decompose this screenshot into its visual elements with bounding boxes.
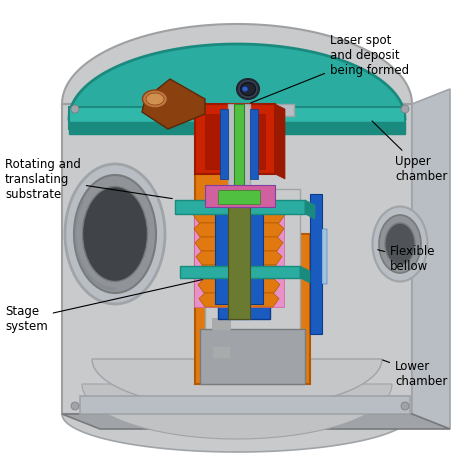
Bar bbox=[80, 396, 410, 414]
Ellipse shape bbox=[146, 93, 164, 105]
Ellipse shape bbox=[373, 207, 428, 282]
Bar bbox=[180, 104, 294, 116]
Bar bbox=[245, 214, 263, 304]
Polygon shape bbox=[275, 104, 285, 179]
Ellipse shape bbox=[401, 105, 409, 113]
Ellipse shape bbox=[82, 186, 147, 282]
Ellipse shape bbox=[240, 82, 255, 95]
Polygon shape bbox=[195, 174, 310, 384]
Bar bbox=[228, 104, 250, 204]
Ellipse shape bbox=[379, 215, 421, 273]
Bar bbox=[205, 185, 275, 207]
Polygon shape bbox=[199, 293, 279, 307]
Text: Flexible
bellow: Flexible bellow bbox=[378, 245, 436, 273]
Bar bbox=[250, 109, 258, 179]
Bar bbox=[212, 290, 230, 302]
Polygon shape bbox=[193, 209, 285, 223]
Bar bbox=[212, 318, 230, 330]
Ellipse shape bbox=[71, 402, 79, 410]
Bar bbox=[205, 114, 265, 169]
Text: Laser spot
and deposit
being formed: Laser spot and deposit being formed bbox=[251, 34, 409, 103]
Bar bbox=[310, 194, 322, 334]
Ellipse shape bbox=[143, 90, 167, 108]
Polygon shape bbox=[62, 414, 412, 452]
Bar bbox=[195, 104, 275, 174]
Bar bbox=[212, 346, 230, 358]
Polygon shape bbox=[62, 24, 412, 104]
Polygon shape bbox=[69, 44, 405, 119]
Bar bbox=[175, 200, 305, 214]
Polygon shape bbox=[198, 279, 280, 293]
Ellipse shape bbox=[237, 79, 259, 99]
Polygon shape bbox=[142, 79, 205, 129]
Bar bbox=[220, 109, 228, 179]
Polygon shape bbox=[300, 266, 310, 283]
Polygon shape bbox=[197, 265, 281, 279]
Polygon shape bbox=[196, 251, 282, 265]
Ellipse shape bbox=[385, 223, 415, 265]
Bar bbox=[69, 122, 405, 134]
Polygon shape bbox=[305, 200, 315, 219]
Ellipse shape bbox=[74, 175, 156, 293]
Bar bbox=[180, 266, 300, 278]
Bar bbox=[69, 107, 405, 129]
Text: Upper
chamber: Upper chamber bbox=[372, 121, 447, 183]
Text: Rotating and
translating
substrate: Rotating and translating substrate bbox=[5, 157, 172, 201]
Bar bbox=[322, 229, 327, 284]
Polygon shape bbox=[62, 414, 450, 429]
Bar bbox=[205, 189, 300, 364]
Bar bbox=[194, 204, 284, 307]
Polygon shape bbox=[195, 237, 283, 251]
Ellipse shape bbox=[65, 164, 165, 304]
Bar bbox=[228, 204, 250, 319]
Bar bbox=[218, 190, 260, 204]
Text: Lower
chamber: Lower chamber bbox=[383, 360, 447, 388]
Bar bbox=[215, 214, 233, 304]
Polygon shape bbox=[194, 223, 284, 237]
Ellipse shape bbox=[401, 402, 409, 410]
Bar bbox=[212, 262, 230, 274]
Polygon shape bbox=[82, 384, 392, 439]
Text: Stage
system: Stage system bbox=[5, 280, 202, 333]
Bar bbox=[218, 244, 270, 319]
Ellipse shape bbox=[242, 86, 248, 91]
Bar bbox=[62, 104, 412, 414]
Bar bbox=[234, 104, 244, 264]
Polygon shape bbox=[92, 359, 382, 409]
Ellipse shape bbox=[71, 105, 79, 113]
Polygon shape bbox=[412, 89, 450, 429]
Bar bbox=[200, 329, 305, 384]
